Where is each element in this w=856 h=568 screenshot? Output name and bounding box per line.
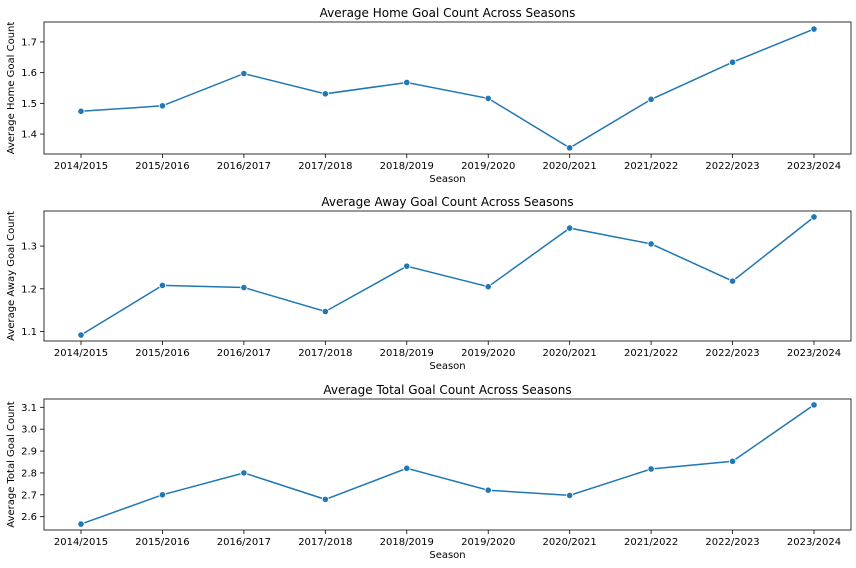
y-axis-label: Average Home Goal Count: [6, 22, 17, 155]
data-point: [321, 90, 329, 98]
data-point: [240, 69, 248, 78]
data-point: [810, 213, 818, 221]
data-point: [240, 283, 248, 292]
x-tick-label: 2019/2020: [461, 161, 515, 172]
y-tick-label: 1.1: [21, 327, 37, 338]
series-line: [80, 28, 815, 149]
chart-title: Average Away Goal Count Across Seasons: [321, 195, 573, 209]
data-point: [77, 520, 85, 528]
x-tick-label: 2020/2021: [543, 537, 597, 548]
data-point: [77, 331, 85, 339]
data-point: [484, 94, 492, 103]
x-tick-label: 2016/2017: [217, 161, 271, 172]
y-tick-label: 2.8: [21, 468, 37, 479]
data-point: [810, 401, 818, 409]
x-axis-label: Season: [429, 361, 465, 372]
x-tick-label: 2015/2016: [135, 161, 189, 172]
data-point: [647, 465, 655, 473]
data-point: [321, 307, 329, 316]
y-tick-label: 2.7: [21, 490, 37, 501]
data-point: [403, 262, 411, 270]
data-point: [647, 240, 655, 248]
data-point: [728, 58, 737, 66]
x-tick-label: 2019/2020: [461, 537, 515, 548]
y-axis-label: Average Total Goal Count: [6, 401, 17, 528]
x-tick-label: 2021/2022: [624, 537, 678, 548]
data-point: [484, 283, 492, 291]
x-tick-label: 2014/2015: [54, 537, 108, 548]
x-axis-label: Season: [429, 174, 465, 185]
chart-2: Average Away Goal Count Across Seasons 1.…: [6, 195, 852, 372]
y-tick-label: 3.1: [21, 403, 37, 414]
data-point: [728, 457, 737, 465]
y-tick-label: 1.2: [21, 284, 37, 295]
x-tick-label: 2021/2022: [624, 348, 678, 359]
x-tick-label: 2018/2019: [380, 537, 434, 548]
y-axis-label: Average Away Goal Count: [6, 211, 17, 341]
data-point: [77, 107, 85, 115]
x-tick-label: 2014/2015: [54, 161, 108, 172]
x-tick-label: 2016/2017: [217, 348, 271, 359]
y-tick-label: 2.9: [21, 447, 37, 458]
x-tick-label: 2022/2023: [705, 537, 759, 548]
x-tick-label: 2022/2023: [705, 348, 759, 359]
data-point: [321, 495, 329, 503]
plot-frame: [43, 398, 852, 531]
data-point: [566, 224, 574, 232]
data-point: [158, 102, 167, 110]
x-tick-label: 2023/2024: [787, 161, 841, 172]
x-tick-label: 2022/2023: [705, 161, 759, 172]
chart-title: Average Home Goal Count Across Seasons: [320, 6, 576, 20]
data-point: [566, 491, 574, 500]
x-tick-label: 2017/2018: [298, 537, 352, 548]
x-axis-label: Season: [429, 550, 465, 561]
x-tick-label: 2018/2019: [380, 348, 434, 359]
data-point: [403, 78, 411, 87]
x-tick-label: 2018/2019: [380, 161, 434, 172]
x-tick-label: 2019/2020: [461, 348, 515, 359]
x-tick-label: 2015/2016: [135, 537, 189, 548]
data-point: [647, 95, 655, 103]
y-tick-label: 1.6: [21, 68, 37, 79]
x-tick-label: 2023/2024: [787, 537, 841, 548]
x-tick-label: 2015/2016: [135, 348, 189, 359]
series-line: [80, 404, 815, 525]
data-point: [403, 464, 411, 472]
series-line: [80, 216, 815, 336]
x-tick-label: 2020/2021: [543, 161, 597, 172]
y-tick-label: 3.0: [21, 425, 37, 436]
chart-1: Average Home Goal Count Across Seasons 1.…: [6, 6, 852, 185]
data-point: [566, 144, 574, 152]
data-point: [240, 469, 248, 477]
x-tick-label: 2021/2022: [624, 161, 678, 172]
y-tick-label: 1.4: [21, 130, 37, 141]
y-tick-label: 1.5: [21, 99, 37, 110]
plot-frame: [43, 21, 852, 155]
data-point: [728, 277, 737, 285]
x-tick-label: 2020/2021: [543, 348, 597, 359]
data-point: [158, 491, 167, 499]
plot-frame: [43, 210, 852, 342]
y-tick-label: 1.3: [21, 242, 37, 253]
y-tick-label: 1.7: [21, 37, 37, 48]
x-tick-label: 2017/2018: [298, 348, 352, 359]
x-tick-label: 2023/2024: [787, 348, 841, 359]
data-point: [484, 486, 492, 494]
data-point: [158, 281, 167, 290]
x-tick-label: 2016/2017: [217, 537, 271, 548]
x-tick-label: 2014/2015: [54, 348, 108, 359]
x-tick-label: 2017/2018: [298, 161, 352, 172]
chart-title: Average Total Goal Count Across Seasons: [323, 383, 571, 397]
y-tick-label: 2.6: [21, 512, 37, 523]
data-point: [810, 25, 818, 33]
chart-3: Average Total Goal Count Across Seasons 2…: [6, 383, 852, 561]
